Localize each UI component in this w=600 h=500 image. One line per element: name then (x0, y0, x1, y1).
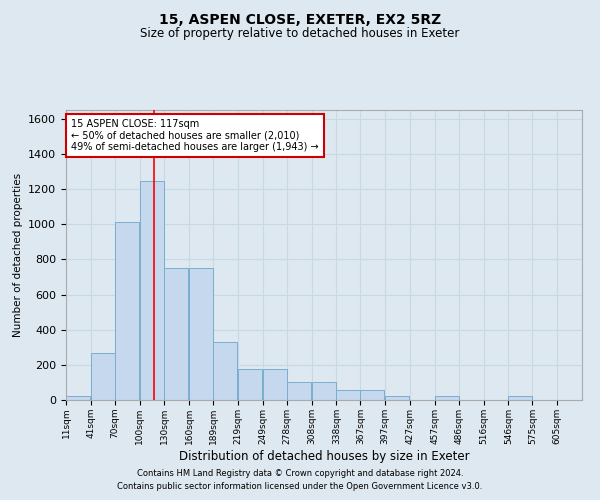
Text: Contains HM Land Registry data © Crown copyright and database right 2024.: Contains HM Land Registry data © Crown c… (137, 468, 463, 477)
Bar (311, 382, 335, 400)
Bar (287, 382, 311, 400)
Bar (508, 396, 532, 400)
Y-axis label: Number of detached properties: Number of detached properties (13, 173, 23, 337)
X-axis label: Distribution of detached houses by size in Exeter: Distribution of detached houses by size … (179, 450, 469, 462)
Bar (91, 352, 115, 400)
Bar (140, 181, 164, 400)
Bar (164, 268, 188, 400)
Text: 15, ASPEN CLOSE, EXETER, EX2 5RZ: 15, ASPEN CLOSE, EXETER, EX2 5RZ (159, 12, 441, 26)
Text: Size of property relative to detached houses in Exeter: Size of property relative to detached ho… (140, 28, 460, 40)
Bar (189, 268, 213, 400)
Text: Contains public sector information licensed under the Open Government Licence v3: Contains public sector information licen… (118, 482, 482, 491)
Bar (337, 390, 361, 400)
Bar (435, 396, 459, 400)
Bar (213, 342, 237, 400)
Text: 15 ASPEN CLOSE: 117sqm
← 50% of detached houses are smaller (2,010)
49% of semi-: 15 ASPEN CLOSE: 117sqm ← 50% of detached… (71, 118, 319, 152)
Bar (361, 390, 385, 400)
Bar (66, 396, 90, 400)
Bar (385, 396, 409, 400)
Bar (263, 369, 287, 400)
Bar (115, 222, 139, 400)
Bar (238, 369, 262, 400)
